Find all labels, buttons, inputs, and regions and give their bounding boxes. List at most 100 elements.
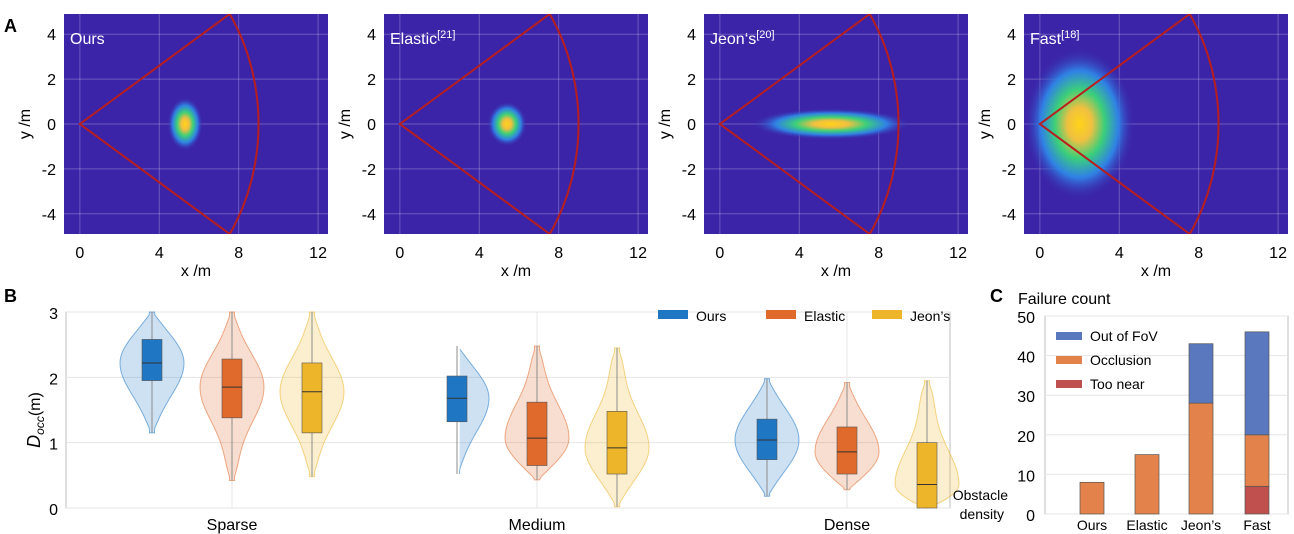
x-tick-label: 8 <box>234 245 243 262</box>
category-label: Sparse <box>207 517 258 534</box>
y-tick-label: 50 <box>1017 310 1035 327</box>
bar-segment <box>1244 485 1270 515</box>
x-tick-label: 12 <box>629 245 647 262</box>
heatmap-title-text: Elastic <box>390 31 437 48</box>
fov-sector <box>718 14 900 234</box>
density-blob <box>167 97 203 151</box>
heatmap-title-text: Ours <box>70 31 105 48</box>
violin-plot-area <box>65 311 951 509</box>
heatmap-3: Jeon‘s[20] 0 4 8 12 4 2 0 -2 -4 x /m y /m <box>657 14 968 280</box>
violin-box <box>836 426 858 475</box>
heatmap-2: Elastic[21] 0 4 8 12 4 2 0 -2 -4 x /m y /m <box>337 14 648 280</box>
heatmap-4: Fast[18] 0 4 8 12 4 2 0 -2 -4 x /m y /m <box>977 14 1288 280</box>
x-tick-label: 0 <box>715 245 724 262</box>
fov-sector <box>398 14 580 234</box>
bar-category-label: Elastic <box>1126 517 1167 533</box>
density-blob <box>1024 47 1136 201</box>
x-tick-label: 4 <box>475 245 484 262</box>
x-tick-label: 12 <box>1269 245 1287 262</box>
x-axis-label: x /m <box>1141 263 1171 280</box>
x-axis-label: Obstacle <box>953 487 1008 503</box>
x-tick-label: 0 <box>75 245 84 262</box>
x-tick-label: 12 <box>949 245 967 262</box>
bar-legend-swatch <box>1056 356 1082 364</box>
y-tick-label: 20 <box>1017 429 1035 446</box>
y-tick-label: 0 <box>367 117 376 134</box>
bar-chart-title: Failure count <box>1018 291 1111 308</box>
y-tick-label: 4 <box>1007 27 1016 44</box>
y-axis-label-unit: (m) <box>27 392 44 416</box>
violin-box <box>141 339 163 381</box>
bar-segment <box>1244 434 1270 487</box>
heatmap-title: Jeon‘s[20] <box>710 29 775 48</box>
heatmap-title-ref: [21] <box>437 29 455 41</box>
y-tick-label: 2 <box>687 72 696 89</box>
violin-chart: 0 1 2 3 Sparse Medium Dense Docc(m) Obstacle dens… <box>24 306 1008 534</box>
y-tick-label: 1 <box>49 437 58 454</box>
y-tick-label: 4 <box>687 27 696 44</box>
bar-segment <box>1079 481 1105 515</box>
y-tick-label: 40 <box>1017 350 1035 367</box>
x-axis-label: x /m <box>821 263 851 280</box>
y-tick-label: 3 <box>49 306 58 323</box>
legend-label: Elastic <box>804 308 845 324</box>
bar-segment <box>1188 343 1214 404</box>
bar-legend-swatch <box>1056 380 1082 388</box>
bar-category-label: Fast <box>1243 517 1270 533</box>
panel-letter-b: B <box>4 286 17 306</box>
panel-letter-a: A <box>4 16 17 36</box>
bar-segment <box>1244 331 1270 436</box>
y-tick-label: 10 <box>1017 468 1035 485</box>
y-axis-label: y /m <box>657 109 674 139</box>
bar-segment <box>1134 454 1160 515</box>
x-tick-label: 4 <box>155 245 164 262</box>
fov-sector <box>1038 14 1220 234</box>
x-tick-label: 0 <box>1035 245 1044 262</box>
y-tick-label: 0 <box>1026 508 1035 525</box>
y-tick-label: 0 <box>687 117 696 134</box>
y-tick-label: 0 <box>47 117 56 134</box>
heatmap-title-ref: [18] <box>1061 29 1079 41</box>
y-tick-label: 0 <box>1007 117 1016 134</box>
x-tick-label: 8 <box>554 245 563 262</box>
x-tick-label: 8 <box>1194 245 1203 262</box>
heatmap-title: Elastic[21] <box>390 29 455 48</box>
x-tick-label: 8 <box>874 245 883 262</box>
density-blob <box>751 108 911 140</box>
category-label: Medium <box>509 517 566 534</box>
bar-legend-swatch <box>1056 332 1082 340</box>
violin-box <box>221 358 243 419</box>
legend-label: Jeon’s <box>910 308 950 324</box>
y-tick-label: 4 <box>47 27 56 44</box>
heatmap-title: Fast[18] <box>1030 29 1079 48</box>
bar-legend-label: Too near <box>1090 376 1145 392</box>
violin-box <box>606 411 628 475</box>
y-tick-label: 2 <box>47 72 56 89</box>
heatmap-title-text: Jeon‘s <box>710 31 756 48</box>
y-axis-label-sub: occ <box>33 416 47 435</box>
panel-letter-c: C <box>990 286 1003 306</box>
bar-category-label: Jeon’s <box>1181 517 1221 533</box>
x-tick-label: 4 <box>795 245 804 262</box>
heatmap-panels: Ours 0 4 8 12 4 2 0 -2 -4 x /m y /m Elastic[21] 0 4 8 12… <box>17 14 1288 280</box>
y-tick-label: 2 <box>367 72 376 89</box>
y-tick-label: -4 <box>682 207 696 224</box>
x-axis-label: x /m <box>181 263 211 280</box>
bar-legend-label: Out of FoV <box>1090 328 1158 344</box>
y-axis-label: Docc(m) <box>24 392 47 448</box>
y-axis-label: y /m <box>977 109 994 139</box>
legend-swatch <box>872 310 902 319</box>
failure-bar-chart: 0 10 20 30 40 50 Failure count Ours Elastic Jeon’… <box>1017 291 1289 533</box>
legend-label: Ours <box>696 308 726 324</box>
y-axis-label: y /m <box>17 109 34 139</box>
y-tick-label: -2 <box>682 162 696 179</box>
y-tick-label: -4 <box>42 207 56 224</box>
y-axis-label-main: D <box>24 435 44 448</box>
y-tick-label: 30 <box>1017 389 1035 406</box>
y-tick-label: -2 <box>42 162 56 179</box>
y-tick-label: -2 <box>1002 162 1016 179</box>
y-tick-label: 0 <box>49 502 58 519</box>
y-tick-label: -2 <box>362 162 376 179</box>
violin-box <box>916 442 938 509</box>
